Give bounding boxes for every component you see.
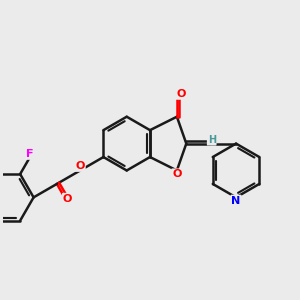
Text: O: O <box>63 194 72 204</box>
Text: O: O <box>176 89 185 99</box>
Text: O: O <box>172 169 182 179</box>
Text: O: O <box>76 161 85 171</box>
Text: F: F <box>26 149 33 159</box>
Text: H: H <box>208 135 216 145</box>
Text: N: N <box>231 196 241 206</box>
